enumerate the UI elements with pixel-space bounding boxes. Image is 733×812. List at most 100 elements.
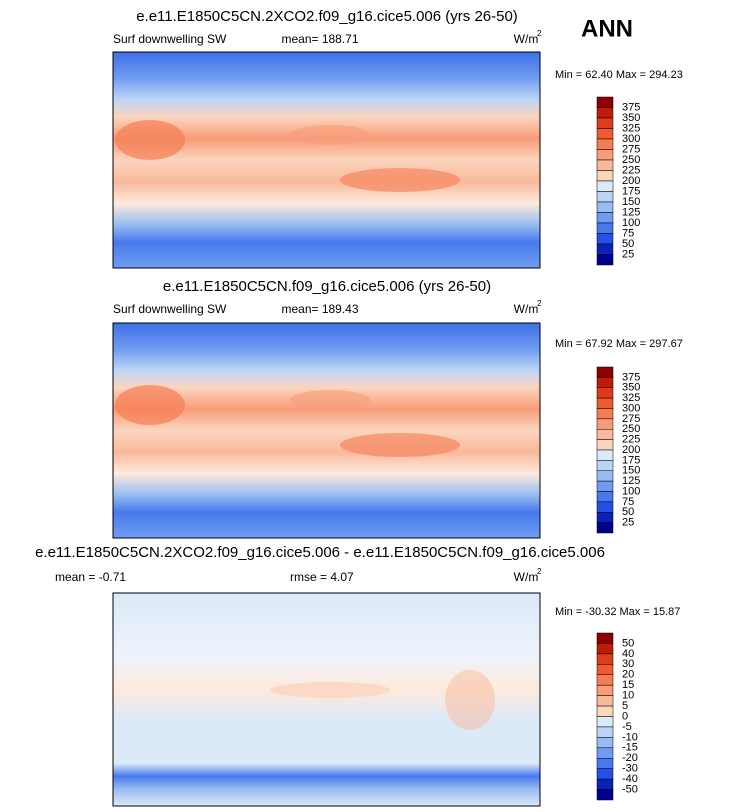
colorbar-box bbox=[596, 664, 614, 675]
colorbar-box bbox=[596, 366, 614, 378]
colorbar-box bbox=[596, 138, 614, 150]
colorbar-label: 325 bbox=[622, 122, 640, 134]
colorbar-label: 100 bbox=[622, 485, 640, 497]
colorbar-box bbox=[596, 212, 614, 224]
colorbar-box bbox=[596, 747, 614, 759]
panel-title: e.e11.E1850C5CN.2XCO2.f09_g16.cice5.006 … bbox=[35, 544, 605, 561]
colorbar-box bbox=[596, 429, 614, 440]
colorbar-box bbox=[596, 501, 614, 513]
colorbar-label: 275 bbox=[622, 143, 640, 155]
map bbox=[112, 592, 541, 807]
colorbar-label: 40 bbox=[622, 648, 634, 660]
colorbar-label: 50 bbox=[622, 506, 634, 518]
colorbar-box bbox=[596, 243, 614, 255]
colorbar-label: 125 bbox=[622, 475, 640, 487]
colorbar-box bbox=[596, 107, 614, 119]
colorbar-label: 200 bbox=[622, 175, 640, 187]
colorbar-label: 5 bbox=[622, 700, 628, 712]
colorbar-box bbox=[596, 674, 614, 686]
colorbar-label: 175 bbox=[622, 185, 640, 197]
colorbar-label: 150 bbox=[622, 196, 640, 208]
center-label: mean= 188.71 bbox=[281, 32, 358, 46]
units: W/m bbox=[514, 32, 539, 46]
colorbar-box bbox=[596, 439, 614, 451]
colorbar-box bbox=[596, 768, 614, 780]
colorbar-box bbox=[596, 449, 614, 461]
colorbar-box bbox=[596, 96, 614, 108]
colorbar-label: 25 bbox=[622, 248, 634, 260]
colorbar-box bbox=[596, 716, 614, 728]
colorbar-label: 30 bbox=[622, 658, 634, 670]
colorbar-label: 50 bbox=[622, 238, 634, 250]
center-label: rmse = 4.07 bbox=[290, 570, 354, 584]
colorbar-box bbox=[596, 512, 614, 523]
colorbar-label: 275 bbox=[622, 413, 640, 425]
colorbar-label: -50 bbox=[622, 783, 638, 795]
colorbar-label: 200 bbox=[622, 444, 640, 456]
colorbar-box bbox=[596, 397, 614, 409]
colorbar-label: 300 bbox=[622, 133, 640, 145]
colorbar-box bbox=[596, 705, 614, 717]
units: W/m bbox=[514, 302, 539, 316]
colorbar-box bbox=[596, 695, 614, 707]
colorbar-label: 225 bbox=[622, 434, 640, 446]
colorbar-label: 250 bbox=[622, 423, 640, 435]
colorbar-label: -5 bbox=[622, 721, 632, 733]
colorbar-box bbox=[596, 480, 614, 492]
center-label: mean= 189.43 bbox=[281, 302, 358, 316]
colorbar-label: 250 bbox=[622, 154, 640, 166]
colorbar-box bbox=[596, 222, 614, 234]
map bbox=[112, 322, 541, 539]
min-max: Min = 67.92 Max = 297.67 bbox=[555, 338, 683, 350]
colorbar-label: -40 bbox=[622, 773, 638, 785]
colorbar-box bbox=[596, 653, 614, 665]
colorbar-box bbox=[596, 726, 614, 738]
colorbar-box bbox=[596, 460, 614, 471]
colorbar-label: -20 bbox=[622, 752, 638, 764]
colorbar-label: 325 bbox=[622, 392, 640, 404]
colorbar-label: 10 bbox=[622, 690, 634, 702]
left-label: mean = -0.71 bbox=[55, 570, 126, 584]
colorbar-box bbox=[596, 418, 614, 430]
colorbar-label: 15 bbox=[622, 679, 634, 691]
colorbar-label: 350 bbox=[622, 112, 640, 124]
colorbar-box bbox=[596, 149, 614, 161]
colorbar-label: 20 bbox=[622, 669, 634, 681]
colorbar-box bbox=[596, 201, 614, 213]
panel-title: e.e11.E1850C5CN.f09_g16.cice5.006 (yrs 2… bbox=[163, 278, 491, 295]
colorbar-label: 175 bbox=[622, 454, 640, 466]
colorbar-label: 0 bbox=[622, 710, 628, 722]
colorbar-label: 375 bbox=[622, 101, 640, 113]
colorbar-box bbox=[596, 191, 614, 203]
colorbar-box bbox=[596, 632, 614, 644]
colorbar-label: -10 bbox=[622, 731, 638, 743]
colorbar-box bbox=[596, 387, 614, 399]
colorbar-box bbox=[596, 377, 614, 388]
colorbar-label: 350 bbox=[622, 382, 640, 394]
colorbar-label: 300 bbox=[622, 402, 640, 414]
colorbar-label: 75 bbox=[622, 496, 634, 508]
colorbar-box bbox=[596, 737, 614, 749]
colorbar-label: -30 bbox=[622, 763, 638, 775]
colorbar-box bbox=[596, 128, 614, 140]
colorbar-box bbox=[596, 522, 614, 534]
colorbar-label: 100 bbox=[622, 217, 640, 229]
left-label: Surf downwelling SW bbox=[113, 302, 227, 316]
colorbar-label: 75 bbox=[622, 227, 634, 239]
left-label: Surf downwelling SW bbox=[113, 32, 227, 46]
units-sup: 2 bbox=[537, 29, 542, 38]
colorbar-box bbox=[596, 233, 614, 245]
panel-title: e.e11.E1850C5CN.2XCO2.f09_g16.cice5.006 … bbox=[136, 8, 518, 25]
colorbar-box bbox=[596, 491, 614, 503]
min-max: Min = 62.40 Max = 294.23 bbox=[555, 69, 683, 81]
colorbar-label: -15 bbox=[622, 742, 638, 754]
colorbar-label: 25 bbox=[622, 517, 634, 529]
map bbox=[112, 51, 541, 269]
season-label: ANN bbox=[581, 15, 633, 42]
colorbar-box bbox=[596, 117, 614, 129]
colorbar-label: 125 bbox=[622, 206, 640, 218]
colorbar-box bbox=[596, 470, 614, 482]
units: W/m bbox=[514, 570, 539, 584]
colorbar-label: 50 bbox=[622, 637, 634, 649]
